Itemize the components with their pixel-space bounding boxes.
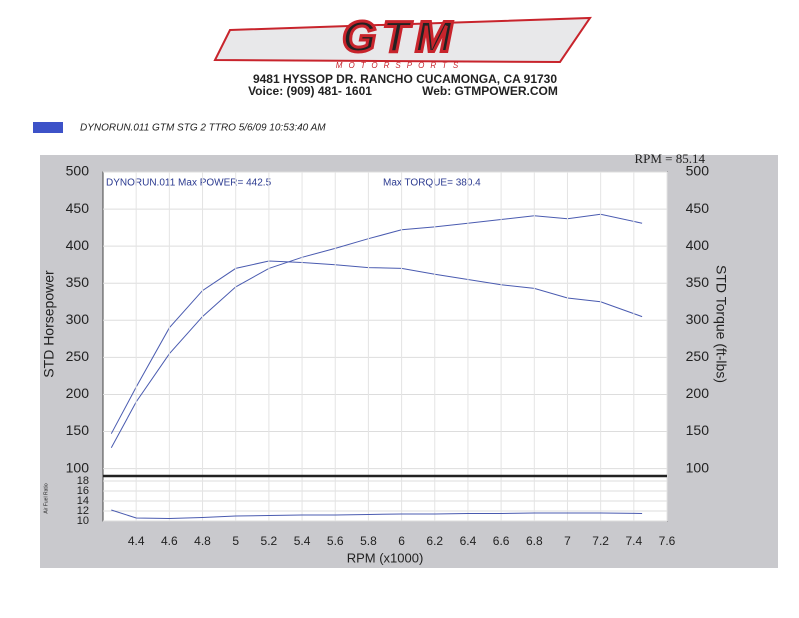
y-tick-label: 100 bbox=[66, 459, 90, 475]
x-tick-label: 7 bbox=[564, 534, 571, 548]
y-tick-label: 250 bbox=[66, 348, 90, 364]
plot: 100 150 200 250 300 350 400 450 500 100 150 200 250 3… bbox=[41, 151, 730, 565]
y2-tick-label: 250 bbox=[686, 348, 710, 364]
y-tick-label: 16 bbox=[77, 485, 89, 497]
y-axis-title: STD Horsepower bbox=[41, 270, 57, 378]
y2-tick-label: 150 bbox=[686, 422, 710, 438]
x-tick-label: 4.4 bbox=[128, 534, 145, 548]
x-tick-label: 6.2 bbox=[426, 534, 443, 548]
legend-label: DYNORUN.011 GTM STG 2 TTRO 5/6/09 10:53:… bbox=[80, 123, 326, 134]
plot-area bbox=[102, 171, 668, 522]
y-tick-label: 150 bbox=[66, 422, 90, 438]
x-tick-label: 5.2 bbox=[261, 534, 278, 548]
x-tick-label: 7.4 bbox=[625, 534, 642, 548]
x-tick-label: 7.2 bbox=[592, 534, 609, 548]
x-tick-label: 5 bbox=[232, 534, 239, 548]
data-line bbox=[111, 509, 643, 520]
x-tick-label: 6.8 bbox=[526, 534, 543, 548]
annotation: RPM = 85.14 bbox=[634, 151, 705, 166]
y-tick-label: 350 bbox=[66, 274, 90, 290]
y2-tick-label: 300 bbox=[686, 311, 710, 327]
y2-tick-label: 200 bbox=[686, 385, 710, 401]
y2-tick-label: 500 bbox=[686, 163, 710, 179]
y-tick-label: 10 bbox=[77, 515, 89, 527]
y-tick-label: 18 bbox=[77, 475, 89, 487]
legend-swatch bbox=[33, 122, 63, 133]
y-tick-label: 200 bbox=[66, 385, 90, 401]
annotation: Max TORQUE= 380.4 bbox=[383, 178, 481, 189]
x-axis-title: RPM (x1000) bbox=[347, 550, 424, 565]
logo-backdrop bbox=[213, 16, 592, 64]
address: 9481 HYSSOP DR. RANCHO CUCAMONGA, CA 917… bbox=[253, 72, 557, 86]
y2-tick-label: 400 bbox=[686, 237, 710, 253]
y2-tick-label: 450 bbox=[686, 200, 710, 216]
annotation: DYNORUN.011 Max POWER= 442.5 bbox=[106, 178, 272, 189]
y-axis-title: Air Fuel Ratio bbox=[43, 483, 49, 514]
x-tick-label: 6 bbox=[398, 534, 405, 548]
x-tick-label: 6.6 bbox=[493, 534, 510, 548]
x-tick-label: 4.6 bbox=[161, 534, 178, 548]
x-tick-label: 5.6 bbox=[327, 534, 344, 548]
x-tick-label: 7.6 bbox=[659, 534, 676, 548]
web: Web: GTMPOWER.COM bbox=[422, 84, 558, 98]
y-tick-label: 14 bbox=[77, 495, 89, 507]
y2-axis-title: STD Torque (ft-lbs) bbox=[713, 265, 729, 383]
y2-tick-label: 350 bbox=[686, 274, 710, 290]
x-tick-label: 5.8 bbox=[360, 534, 377, 548]
y-tick-label: 400 bbox=[66, 237, 90, 253]
logo: GTM bbox=[342, 13, 458, 62]
y-tick-label: 500 bbox=[66, 163, 90, 179]
y2-tick-label: 100 bbox=[686, 459, 710, 475]
y-tick-label: 12 bbox=[77, 505, 89, 517]
phone: Voice: (909) 481- 1601 bbox=[248, 84, 372, 98]
x-tick-label: 4.8 bbox=[194, 534, 211, 548]
y-tick-label: 450 bbox=[66, 200, 90, 216]
logo-sub: MOTORSPORTS bbox=[336, 61, 464, 70]
y-tick-label: 300 bbox=[66, 311, 90, 327]
x-tick-label: 5.4 bbox=[294, 534, 311, 548]
x-tick-label: 6.4 bbox=[460, 534, 477, 548]
